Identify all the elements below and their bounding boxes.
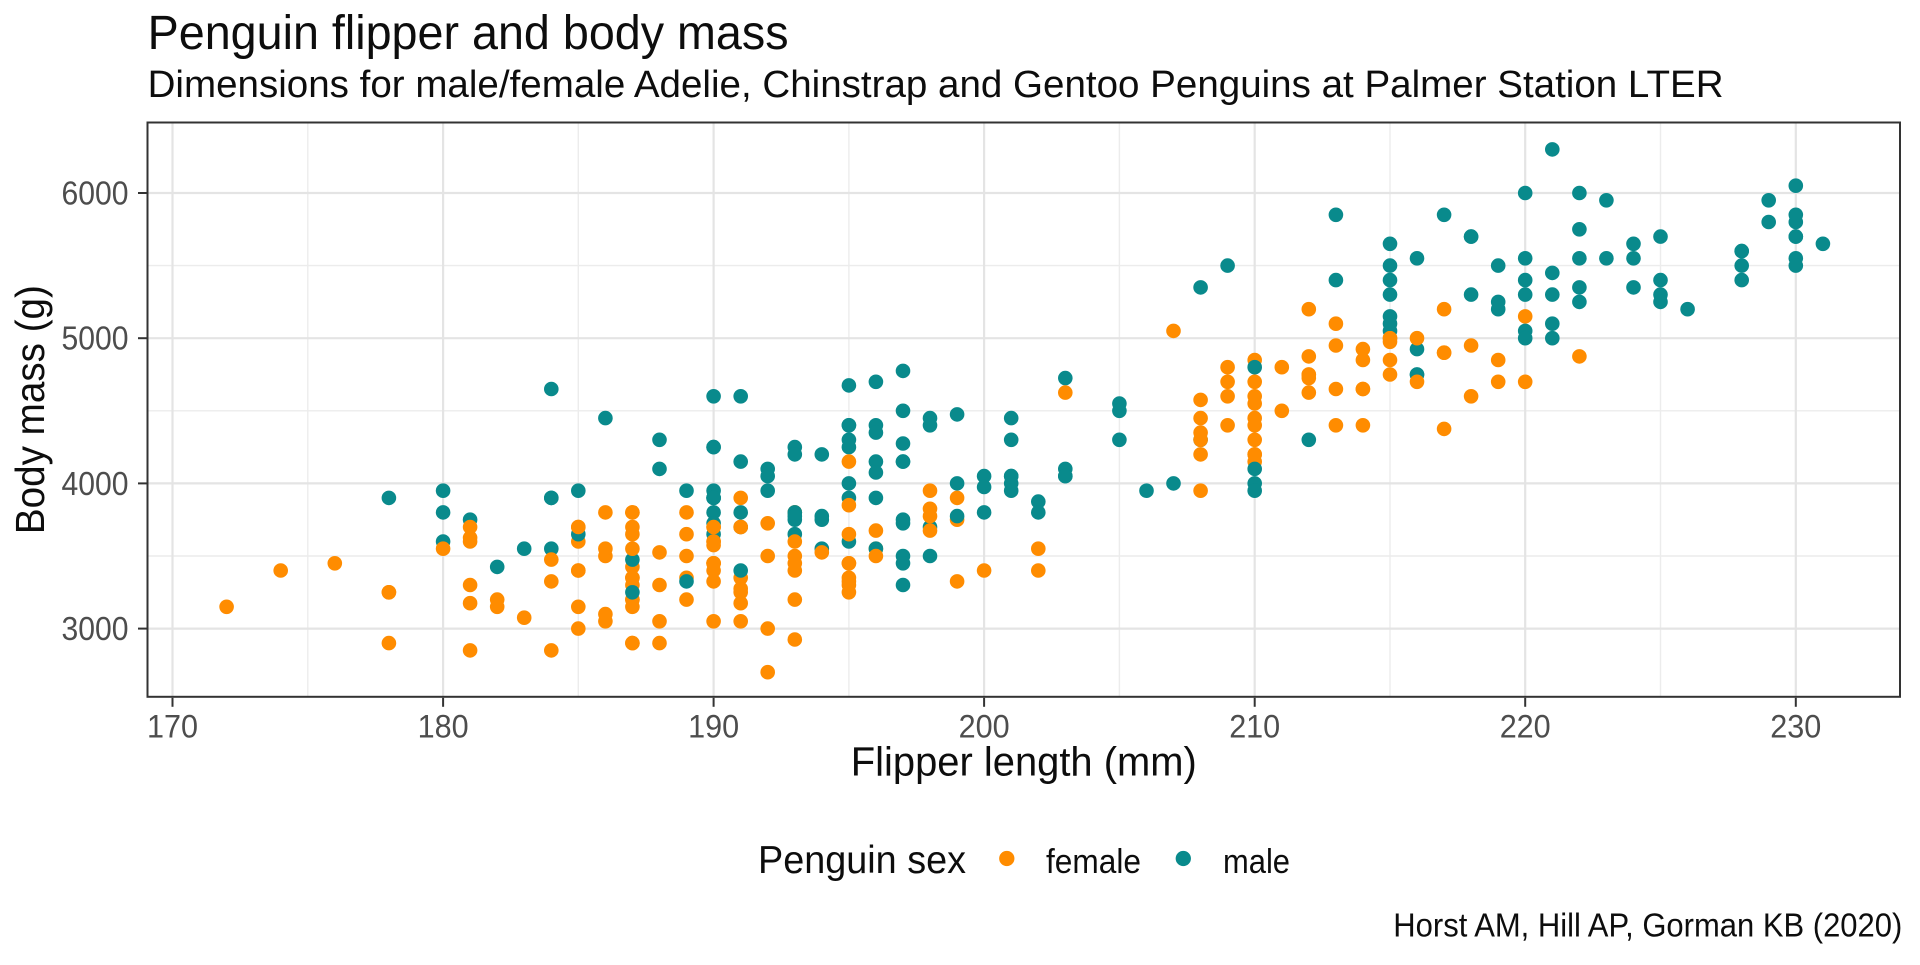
svg-text:170: 170: [147, 707, 198, 744]
svg-text:female: female: [1046, 843, 1141, 881]
svg-text:6000: 6000: [62, 176, 129, 213]
svg-text:4000: 4000: [62, 466, 129, 503]
svg-text:230: 230: [1770, 707, 1821, 744]
svg-text:Dimensions for male/female Ade: Dimensions for male/female Adelie, Chins…: [148, 64, 1724, 106]
svg-text:5000: 5000: [62, 321, 129, 358]
svg-text:3000: 3000: [62, 611, 129, 648]
svg-text:Horst AM, Hill AP, Gorman KB (: Horst AM, Hill AP, Gorman KB (2020): [1393, 908, 1902, 945]
svg-text:Body mass (g): Body mass (g): [7, 285, 53, 534]
svg-text:Penguin sex: Penguin sex: [758, 839, 966, 882]
svg-text:Flipper length (mm): Flipper length (mm): [851, 739, 1197, 785]
svg-text:220: 220: [1500, 707, 1551, 744]
svg-text:210: 210: [1229, 707, 1280, 744]
svg-text:200: 200: [959, 707, 1010, 744]
svg-text:190: 190: [688, 707, 739, 744]
svg-text:male: male: [1223, 843, 1290, 881]
svg-text:Penguin flipper and body mass: Penguin flipper and body mass: [148, 7, 789, 60]
svg-text:180: 180: [418, 707, 469, 744]
